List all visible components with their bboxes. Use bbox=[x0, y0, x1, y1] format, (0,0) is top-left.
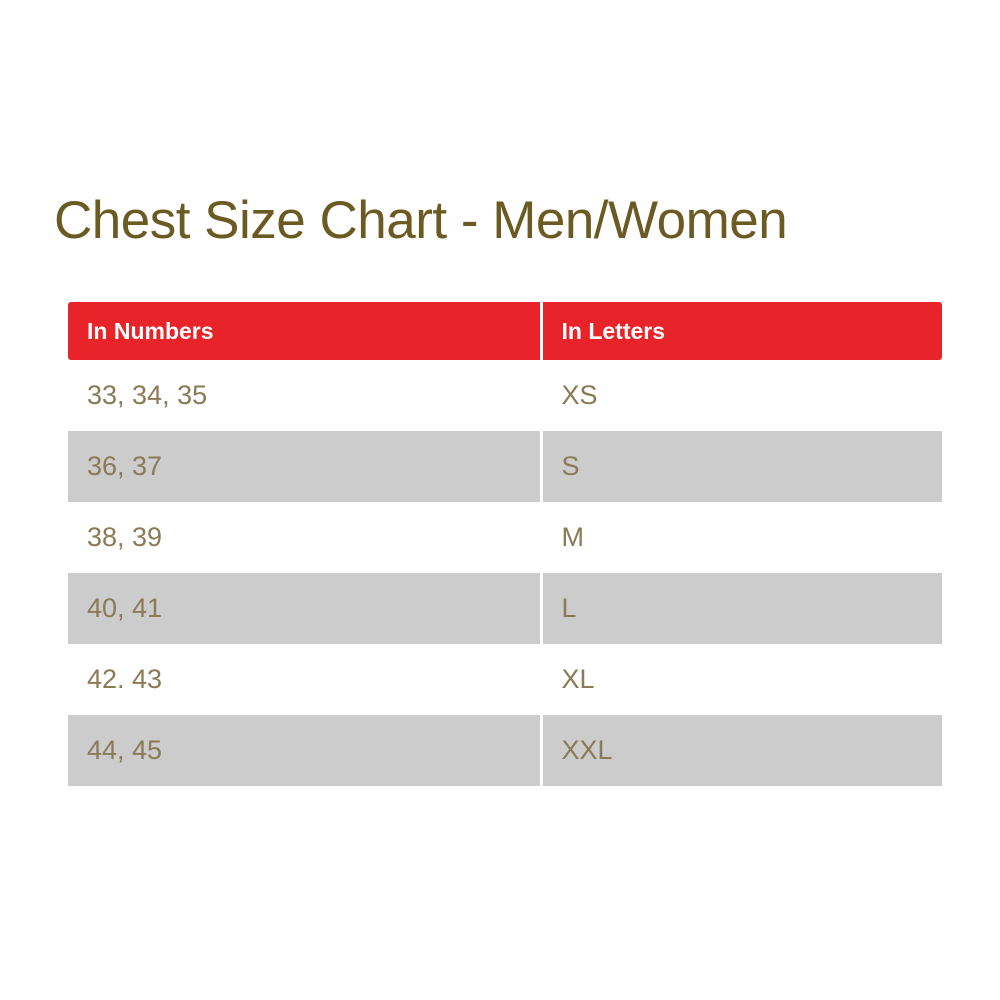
page-title: Chest Size Chart - Men/Women bbox=[54, 191, 788, 250]
table-row: 36, 37 S bbox=[68, 431, 942, 502]
cell-numbers: 40, 41 bbox=[68, 573, 541, 644]
table-row: 42. 43 XL bbox=[68, 644, 942, 715]
table-row: 38, 39 M bbox=[68, 502, 942, 573]
table-row: 40, 41 L bbox=[68, 573, 942, 644]
table-body: 33, 34, 35 XS 36, 37 S 38, 39 M 40, 41 L… bbox=[68, 360, 942, 786]
cell-letters: S bbox=[539, 431, 942, 502]
cell-letters: XL bbox=[539, 644, 942, 715]
table-header: In Numbers In Letters bbox=[68, 302, 942, 360]
cell-numbers: 38, 39 bbox=[68, 502, 541, 573]
cell-numbers: 44, 45 bbox=[68, 715, 541, 786]
column-header-in-letters: In Letters bbox=[541, 302, 942, 360]
cell-letters: L bbox=[539, 573, 942, 644]
cell-numbers: 42. 43 bbox=[68, 644, 541, 715]
cell-numbers: 33, 34, 35 bbox=[68, 360, 541, 431]
table-header-row: In Numbers In Letters bbox=[68, 302, 942, 360]
table-row: 33, 34, 35 XS bbox=[68, 360, 942, 431]
cell-letters: XXL bbox=[539, 715, 942, 786]
cell-numbers: 36, 37 bbox=[68, 431, 541, 502]
cell-letters: XS bbox=[539, 360, 942, 431]
chest-size-table: In Numbers In Letters 33, 34, 35 XS 36, … bbox=[68, 302, 942, 786]
column-header-in-numbers: In Numbers bbox=[68, 302, 543, 360]
cell-letters: M bbox=[539, 502, 942, 573]
table-row: 44, 45 XXL bbox=[68, 715, 942, 786]
